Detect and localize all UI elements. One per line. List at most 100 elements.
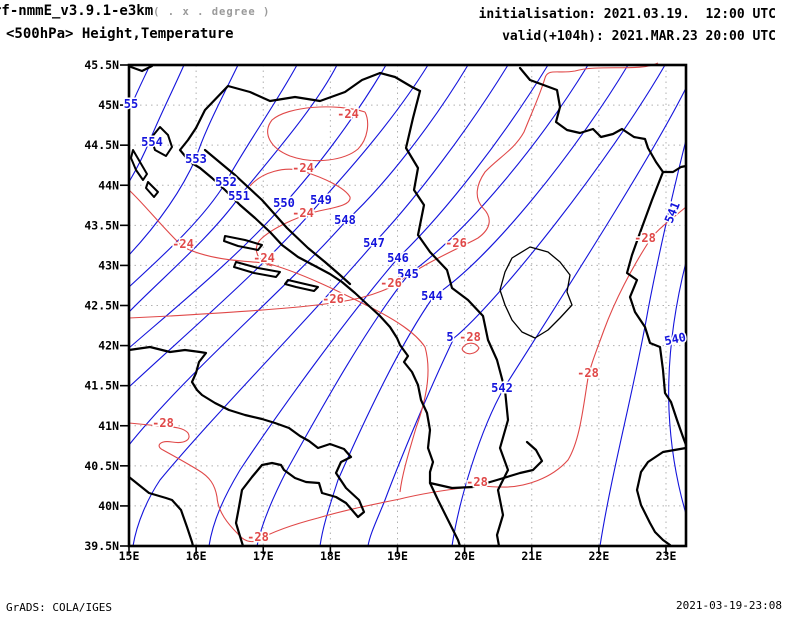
island-hvar: [284, 279, 319, 292]
temp-contour-label: -28: [577, 366, 599, 380]
island-kornati: [233, 261, 281, 278]
lat-tick-label: 42.5N: [84, 299, 119, 313]
lat-tick-label: 40N: [98, 499, 119, 513]
lat-tick-label: 40.5N: [84, 459, 119, 473]
height-contour-label: 549: [310, 193, 332, 207]
lat-tick-label: 45N: [98, 98, 119, 112]
temp-contour-28-main: [128, 206, 687, 543]
height-contour-540: [668, 261, 687, 515]
height-contour-552: [128, 64, 298, 288]
temp-contour-label: -24: [292, 206, 314, 220]
axis-ticks: [120, 64, 667, 554]
model-grid-note: ( . x . degree ): [153, 6, 271, 18]
grads-credit: GrADS: COLA/IGES: [6, 601, 112, 614]
height-contour-549: [128, 64, 429, 388]
temp-contour-label: -28: [152, 416, 174, 430]
temp-contour-28-minimum: [461, 342, 480, 355]
border-north: [194, 71, 422, 130]
height-contour-550: [128, 64, 387, 349]
model-title-line: rf-nmmE_v3.9.1-e3km( . x . degree ): [0, 3, 270, 19]
temp-contour-label: -24: [172, 237, 194, 251]
lat-tick-label: 43N: [98, 258, 119, 272]
coast-italy-adriatic: [127, 345, 366, 548]
border-southeast: [635, 446, 688, 547]
height-contour-label: 553: [185, 152, 207, 166]
temp-contour-label: -24: [337, 107, 359, 121]
height-contour-label: 5: [446, 330, 453, 344]
axis-labels: 45.5N 45N 44.5N 44N 43.5N 43N 42.5N 42N 41.5N 41N…: [84, 58, 676, 563]
border-danube-serbia: [404, 89, 510, 548]
temp-contour-label: -28: [247, 530, 269, 544]
height-contour-label: 550: [273, 196, 295, 210]
height-contour-label: 542: [491, 381, 513, 395]
border-albania-greece: [428, 440, 544, 490]
border-croatia-bosnia: [203, 148, 352, 286]
temperature-contours: [128, 62, 687, 543]
height-contour-label: 546: [387, 251, 409, 265]
border-kosovo: [499, 246, 573, 339]
temp-contour-label: -28: [466, 475, 488, 489]
valid-time: valid(+104h): 2021.MAR.23 20:00 UTC: [502, 29, 776, 44]
lat-tick-label: 44N: [98, 178, 119, 192]
temp-contour-24-meander: [249, 168, 351, 267]
height-contour-label: 551: [228, 189, 250, 203]
run-times: initialisation: 2021.03.19. 12:00 UTC val…: [479, 4, 776, 48]
temp-contour-label: -24: [292, 161, 314, 175]
height-contour-541: [599, 139, 687, 547]
temp-contour-24-loop: [267, 106, 369, 162]
creation-timestamp: 2021-03-19-23:08: [676, 599, 782, 612]
chart-subtitle: <500hPa> Height,Temperature: [6, 26, 234, 42]
lon-tick-label: 17E: [253, 549, 274, 563]
height-contour-543: [367, 64, 666, 547]
lon-tick-label: 16E: [186, 549, 207, 563]
border-northeast: [518, 66, 688, 174]
height-contour-label: 547: [363, 236, 385, 250]
lat-tick-label: 42N: [98, 339, 119, 353]
temp-contour-label: -24: [253, 251, 275, 265]
height-contour-label: 541: [662, 200, 683, 225]
lat-tick-label: 45.5N: [84, 58, 119, 72]
island-rab: [145, 181, 159, 198]
istria-peninsula: [150, 126, 173, 157]
lat-tick-label: 41.5N: [84, 379, 119, 393]
height-contour-label: 554: [141, 135, 163, 149]
lon-tick-label: 18E: [320, 549, 341, 563]
border-top-left: [129, 64, 154, 73]
model-name: rf-nmmE_v3.9.1-e3km: [0, 3, 154, 19]
height-contour-553: [128, 64, 239, 256]
lat-tick-label: 39.5N: [84, 539, 119, 553]
lat-tick-label: 43.5N: [84, 218, 119, 232]
height-contour-548: [128, 64, 469, 446]
lon-tick-label: 22E: [588, 549, 609, 563]
temp-contour-label: -26: [380, 276, 402, 290]
height-contour-label: 540: [663, 330, 687, 348]
lat-tick-label: 44.5N: [84, 138, 119, 152]
lon-tick-label: 21E: [521, 549, 542, 563]
height-contour-545: [256, 64, 589, 547]
height-contour-554: [128, 64, 185, 183]
lon-tick-label: 20E: [454, 549, 475, 563]
height-contour-label: 548: [334, 213, 356, 227]
height-contour-542: [451, 87, 687, 547]
height-contour-label: 552: [215, 175, 237, 189]
island-dugi-otok: [223, 235, 263, 251]
temp-contour-label: -26: [322, 292, 344, 306]
temp-contour-26: [128, 62, 659, 319]
height-contour-label: 545: [397, 267, 419, 281]
coast-italy-tyrrhenian: [127, 475, 195, 548]
height-contour-546: [208, 64, 549, 547]
temp-contour-label: -28: [634, 231, 656, 245]
height-contour-label: 55: [124, 97, 138, 111]
temp-contour-label: -26: [445, 236, 467, 250]
lon-tick-label: 23E: [656, 549, 677, 563]
island-cres: [130, 149, 148, 181]
lon-tick-label: 15E: [119, 549, 140, 563]
border-east-bulgaria: [625, 170, 688, 447]
coastlines-and-borders: [127, 64, 688, 548]
temp-contour-label: -28: [459, 330, 481, 344]
height-contour-551: [128, 64, 338, 313]
lon-tick-label: 19E: [387, 549, 408, 563]
coast-dalmatia-albania: [178, 126, 462, 548]
